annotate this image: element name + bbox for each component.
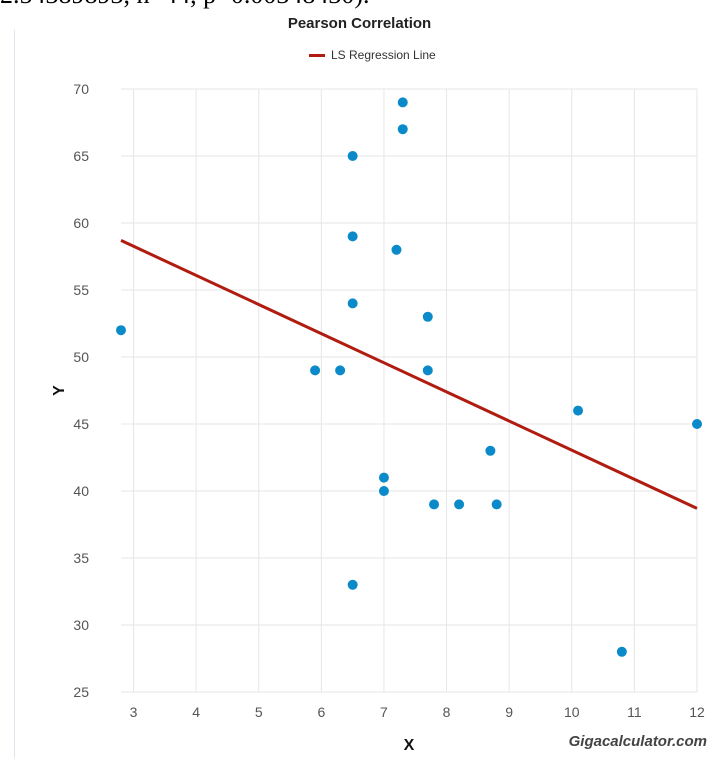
y-tick-label: 65 (73, 148, 89, 164)
chart-legend[interactable]: LS Regression Line (309, 48, 436, 62)
legend-line-swatch (309, 53, 325, 57)
y-tick-label: 60 (73, 215, 89, 231)
x-tick-label: 6 (317, 704, 325, 720)
x-tick-label: 11 (627, 704, 642, 720)
data-point[interactable] (422, 311, 433, 322)
legend-label: LS Regression Line (331, 48, 436, 62)
data-point[interactable] (347, 151, 358, 161)
regression-line (120, 239, 698, 510)
y-tick-label: 40 (73, 483, 89, 499)
left-border-line (14, 30, 15, 758)
y-tick-label: 70 (73, 81, 89, 97)
data-point[interactable] (310, 365, 321, 376)
data-point[interactable] (347, 298, 358, 309)
x-tick-label: 9 (505, 704, 513, 720)
data-point[interactable] (335, 365, 346, 376)
x-tick-label: 10 (564, 704, 580, 720)
cropped-text-line: 2.54389893, n=44, p=0.00348430). (0, 0, 369, 10)
data-points (116, 97, 702, 657)
data-point[interactable] (573, 405, 584, 416)
data-point[interactable] (422, 365, 433, 376)
watermark-text: Gigacalculator.com (568, 733, 707, 750)
data-point[interactable] (692, 419, 702, 429)
y-tick-label: 25 (73, 684, 89, 700)
x-tick-label: 3 (130, 704, 138, 720)
data-point[interactable] (378, 486, 389, 496)
grid-lines (121, 88, 698, 693)
y-tick-label: 55 (73, 282, 89, 298)
data-point[interactable] (347, 579, 358, 590)
x-tick-label: 7 (380, 704, 388, 720)
data-point[interactable] (454, 499, 465, 510)
x-axis-label: X (404, 737, 415, 754)
x-tick-label: 4 (192, 704, 200, 720)
y-tick-label: 30 (73, 617, 89, 633)
data-point[interactable] (378, 472, 389, 483)
data-point[interactable] (391, 244, 402, 255)
y-tick-label: 50 (73, 349, 89, 365)
data-point[interactable] (616, 646, 627, 657)
data-point[interactable] (347, 231, 358, 242)
y-tick-label: 45 (73, 416, 89, 432)
chart-title: Pearson Correlation (287, 15, 432, 32)
data-point[interactable] (397, 124, 408, 135)
data-point[interactable] (485, 445, 496, 456)
x-tick-label: 8 (443, 704, 451, 720)
y-axis-label: Y (51, 385, 68, 396)
x-tick-label: 12 (689, 704, 705, 720)
data-point[interactable] (429, 499, 440, 510)
y-tick-label: 35 (73, 550, 89, 566)
data-point[interactable] (116, 325, 126, 336)
data-point[interactable] (491, 499, 502, 510)
data-point[interactable] (397, 97, 408, 108)
x-tick-label: 5 (255, 704, 263, 720)
